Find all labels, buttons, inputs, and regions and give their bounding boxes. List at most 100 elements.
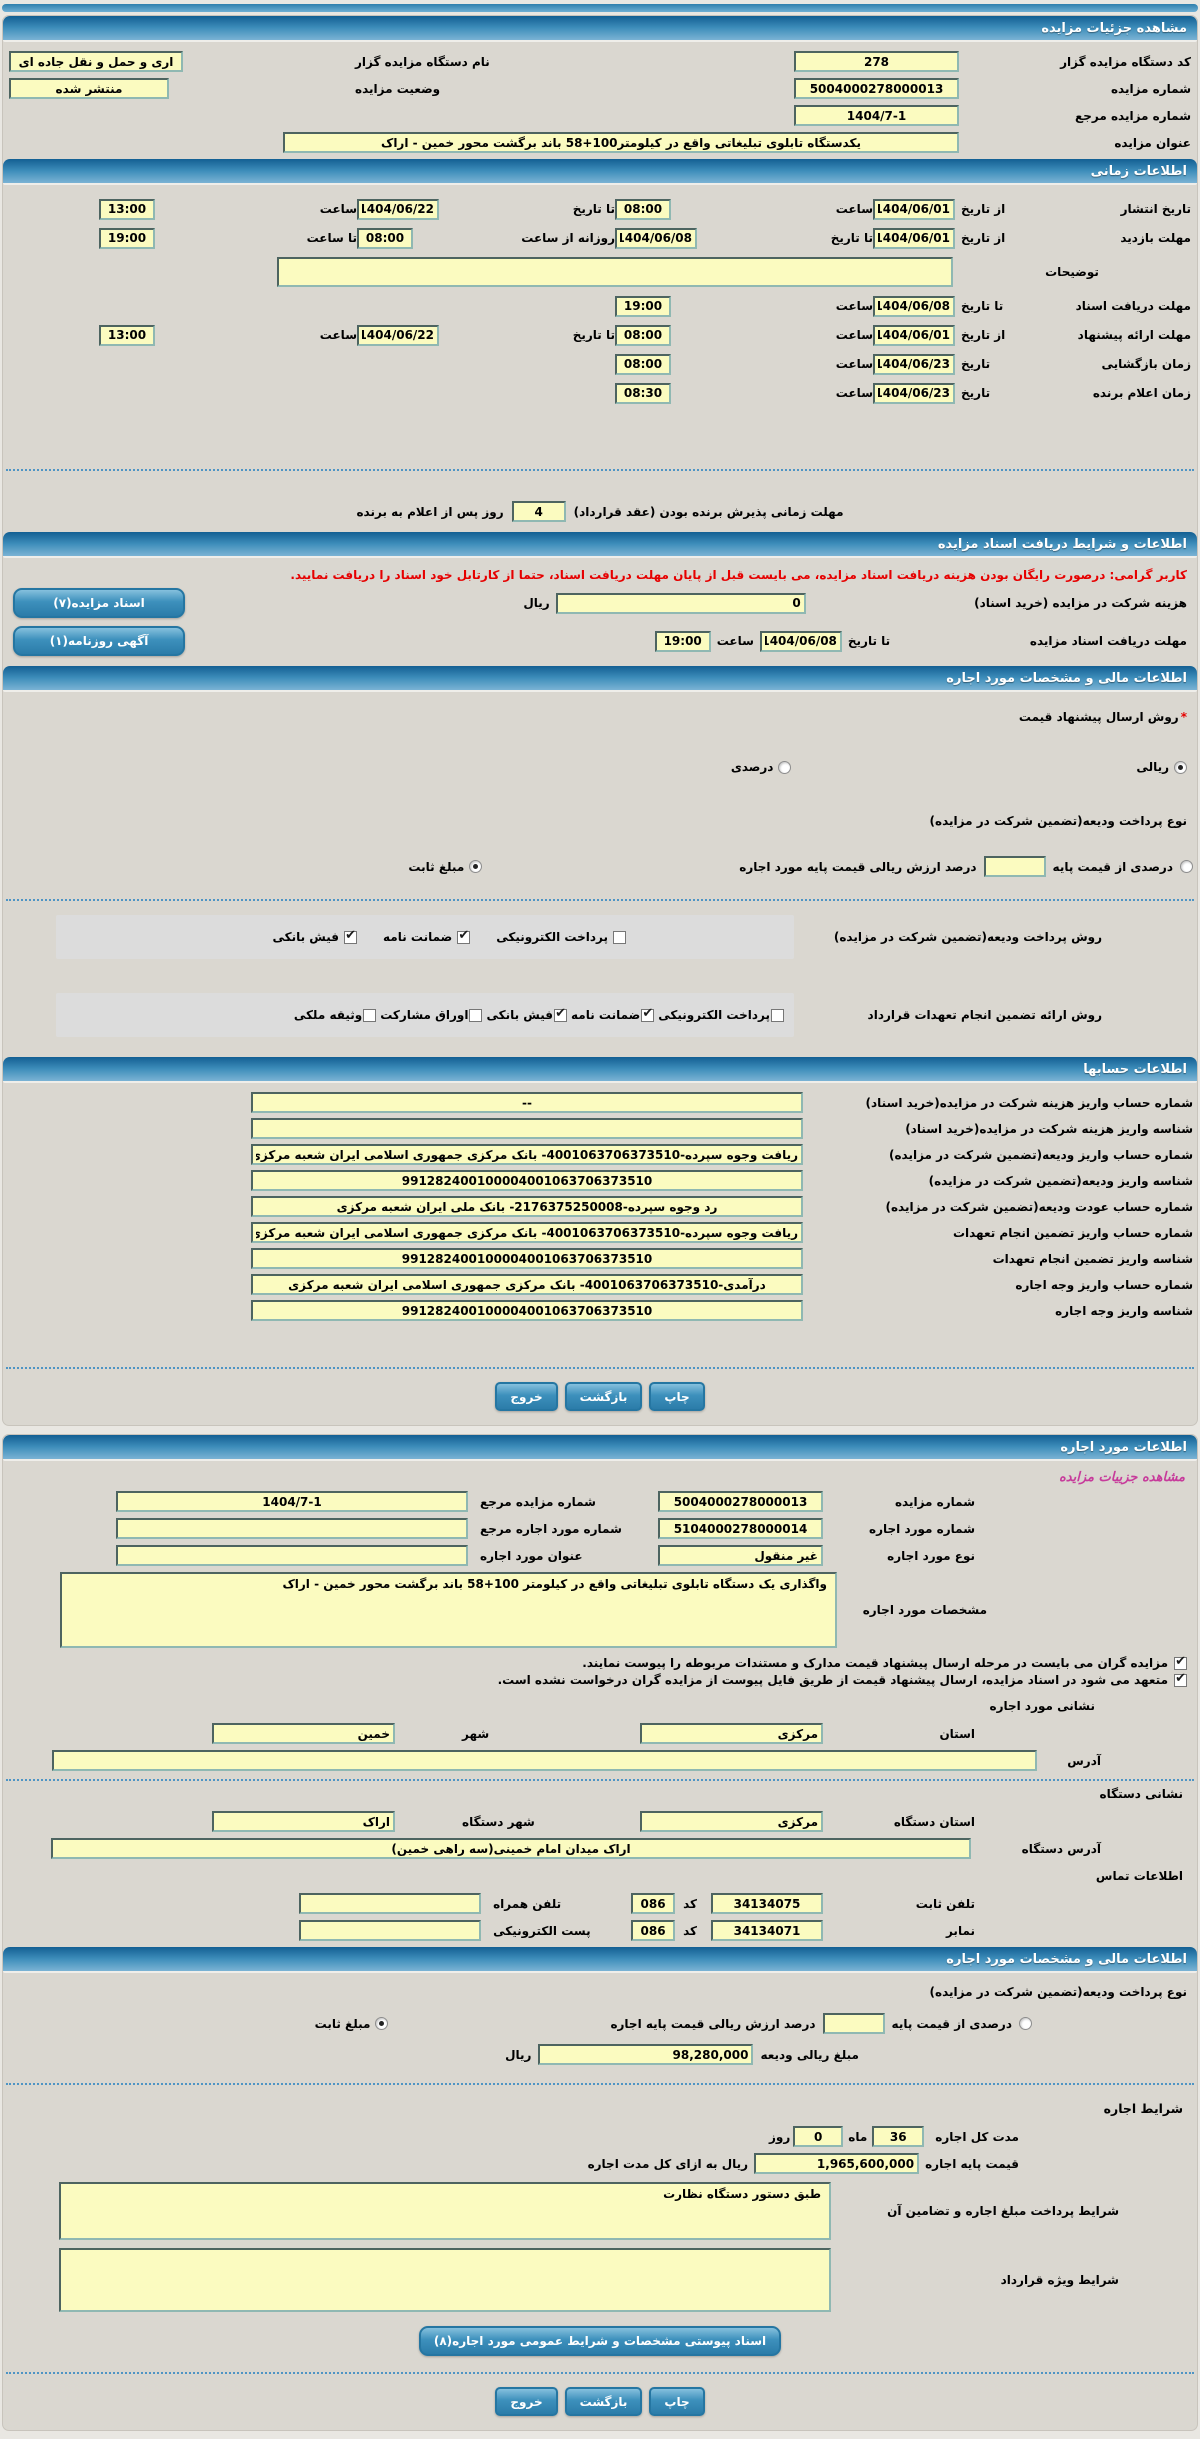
account-row-input[interactable] bbox=[251, 1300, 803, 1321]
checkbox-guarantee-letter[interactable]: ضمانت نامه bbox=[571, 1006, 655, 1022]
offer-from-input[interactable] bbox=[873, 324, 955, 346]
rent-auction-ref-input[interactable] bbox=[116, 1491, 468, 1512]
attached-docs-button[interactable]: اسناد پیوستی مشخصات و شرایط عمومی مورد ا… bbox=[418, 2326, 782, 2356]
account-row-input[interactable] bbox=[251, 1222, 803, 1243]
receive-docs-hour-input[interactable] bbox=[615, 295, 671, 317]
duration-days-input[interactable] bbox=[793, 2126, 844, 2147]
checkbox-icon[interactable] bbox=[771, 1008, 784, 1022]
radio-selected-icon[interactable] bbox=[469, 860, 483, 873]
winner-date-input[interactable] bbox=[873, 382, 955, 404]
rent-auction-no-input[interactable] bbox=[658, 1491, 823, 1512]
docs-deadline-date-input[interactable] bbox=[759, 630, 842, 652]
rent-specs-textarea[interactable]: واگذاری یک دستگاه تابلوی تبلیغاتی واقع د… bbox=[60, 1572, 837, 1648]
device-address-input[interactable] bbox=[51, 1838, 971, 1859]
percent-base-input-2[interactable] bbox=[822, 2013, 885, 2034]
checkbox-checked-icon[interactable] bbox=[344, 928, 358, 944]
receive-docs-to-input[interactable] bbox=[873, 295, 955, 317]
device-name-input[interactable] bbox=[9, 51, 183, 72]
percent-base-radio-icon[interactable] bbox=[1180, 860, 1193, 873]
account-row-input[interactable] bbox=[251, 1170, 803, 1191]
offer-hour2-input[interactable] bbox=[99, 324, 155, 346]
visit-to-input[interactable] bbox=[615, 227, 697, 249]
checkbox-checked-icon[interactable] bbox=[641, 1006, 655, 1022]
publish-hour1-input[interactable] bbox=[615, 198, 671, 220]
radio-selected-icon[interactable] bbox=[375, 2017, 389, 2030]
mobile-input[interactable] bbox=[299, 1893, 482, 1914]
acceptance-days-input[interactable] bbox=[511, 501, 566, 522]
opening-date-input[interactable] bbox=[873, 353, 955, 375]
city-input[interactable] bbox=[212, 1723, 395, 1744]
checkbox-checked-icon[interactable] bbox=[1174, 1671, 1187, 1687]
checkbox-checked-icon[interactable] bbox=[1174, 1654, 1187, 1670]
back-button[interactable]: بازگشت bbox=[564, 2387, 643, 2416]
checkbox-icon[interactable] bbox=[613, 930, 626, 944]
rent-item-ref-input[interactable] bbox=[116, 1518, 468, 1539]
checkbox-electronic-payment[interactable]: پرداخت الکترونیکی bbox=[496, 930, 626, 944]
visit-daily-input[interactable] bbox=[357, 227, 413, 249]
account-row-input[interactable] bbox=[251, 1092, 803, 1113]
publish-to-input[interactable] bbox=[357, 198, 439, 220]
checkbox-guarantee-letter[interactable]: ضمانت نامه bbox=[383, 928, 471, 944]
fee-input[interactable] bbox=[555, 592, 806, 614]
payment-terms-textarea[interactable]: طبق دستور دستگاه نظارت bbox=[59, 2182, 831, 2240]
opening-hour-input[interactable] bbox=[615, 353, 671, 375]
rent-item-no-input[interactable] bbox=[658, 1518, 823, 1539]
checkbox-electronic-payment[interactable]: پرداخت الکترونیکی bbox=[658, 1008, 784, 1022]
percent-base-radio-icon[interactable] bbox=[1019, 2017, 1032, 2030]
rent-item-title-input[interactable] bbox=[116, 1545, 468, 1566]
rent-item-type-input[interactable] bbox=[658, 1545, 823, 1566]
print-button[interactable]: چاپ bbox=[649, 1382, 705, 1411]
email-input[interactable] bbox=[299, 1920, 482, 1941]
notes-input[interactable] bbox=[277, 257, 953, 287]
visit-from-input[interactable] bbox=[873, 227, 955, 249]
percent-base-input[interactable] bbox=[983, 856, 1046, 877]
checkbox-bank-slip[interactable]: فیش بانکی bbox=[486, 1006, 568, 1022]
offer-to-input[interactable] bbox=[357, 324, 439, 346]
percent-option[interactable]: درصدی bbox=[731, 760, 792, 774]
device-province-input[interactable] bbox=[640, 1811, 823, 1832]
base-price-input[interactable] bbox=[754, 2153, 920, 2174]
checkbox-checked-icon[interactable] bbox=[554, 1006, 568, 1022]
fax-code-input[interactable] bbox=[631, 1920, 676, 1941]
title-input[interactable] bbox=[283, 132, 959, 153]
checkbox-participation-bonds[interactable]: اوراق مشارکت bbox=[380, 1008, 483, 1022]
fax-input[interactable] bbox=[711, 1920, 823, 1941]
checkbox-icon[interactable] bbox=[469, 1008, 483, 1022]
print-button[interactable]: چاپ bbox=[649, 2387, 705, 2416]
checkbox-bank-slip[interactable]: فیش بانکی bbox=[272, 928, 358, 944]
publish-from-input[interactable] bbox=[873, 198, 955, 220]
account-row-input[interactable] bbox=[251, 1144, 803, 1165]
newspaper-ad-button[interactable]: آگهی روزنامه(۱) bbox=[13, 626, 185, 656]
checkbox-property-collateral[interactable]: وثیقه ملکی bbox=[294, 1008, 377, 1022]
fixed-amount-option[interactable]: مبلغ ثابت bbox=[408, 860, 483, 874]
account-row-input[interactable] bbox=[251, 1274, 803, 1295]
duration-months-input[interactable] bbox=[872, 2126, 925, 2147]
checkbox-icon[interactable] bbox=[363, 1008, 377, 1022]
phone-input[interactable] bbox=[711, 1893, 823, 1914]
device-city-input[interactable] bbox=[212, 1811, 395, 1832]
radio-icon[interactable] bbox=[778, 760, 792, 774]
docs-deadline-hour-input[interactable] bbox=[654, 630, 711, 652]
radio-selected-icon[interactable] bbox=[1174, 760, 1187, 774]
view-auction-details-link[interactable]: مشاهده جزییات مزایده bbox=[1058, 1470, 1185, 1485]
account-row-input[interactable] bbox=[251, 1118, 803, 1139]
device-code-input[interactable] bbox=[794, 51, 959, 72]
winner-hour-input[interactable] bbox=[615, 382, 671, 404]
account-row-input[interactable] bbox=[251, 1196, 803, 1217]
ref-no-input[interactable] bbox=[794, 105, 959, 126]
address-input[interactable] bbox=[52, 1750, 1037, 1771]
province-input[interactable] bbox=[640, 1723, 823, 1744]
checkbox-checked-icon[interactable] bbox=[457, 928, 471, 944]
fixed-amount-option-2[interactable]: مبلغ ثابت bbox=[315, 2017, 389, 2031]
auction-docs-button[interactable]: اسناد مزایده(۷) bbox=[13, 588, 185, 618]
auction-no-input[interactable] bbox=[794, 78, 959, 99]
exit-button[interactable]: خروج bbox=[495, 2387, 558, 2416]
rial-option[interactable]: ریالی bbox=[1136, 760, 1187, 774]
back-button[interactable]: بازگشت bbox=[564, 1382, 643, 1411]
status-input[interactable] bbox=[9, 78, 169, 99]
phone-code-input[interactable] bbox=[631, 1893, 676, 1914]
special-terms-textarea[interactable] bbox=[59, 2248, 831, 2312]
deposit-amount-input[interactable] bbox=[538, 2044, 754, 2065]
offer-hour1-input[interactable] bbox=[615, 324, 671, 346]
publish-hour2-input[interactable] bbox=[99, 198, 155, 220]
